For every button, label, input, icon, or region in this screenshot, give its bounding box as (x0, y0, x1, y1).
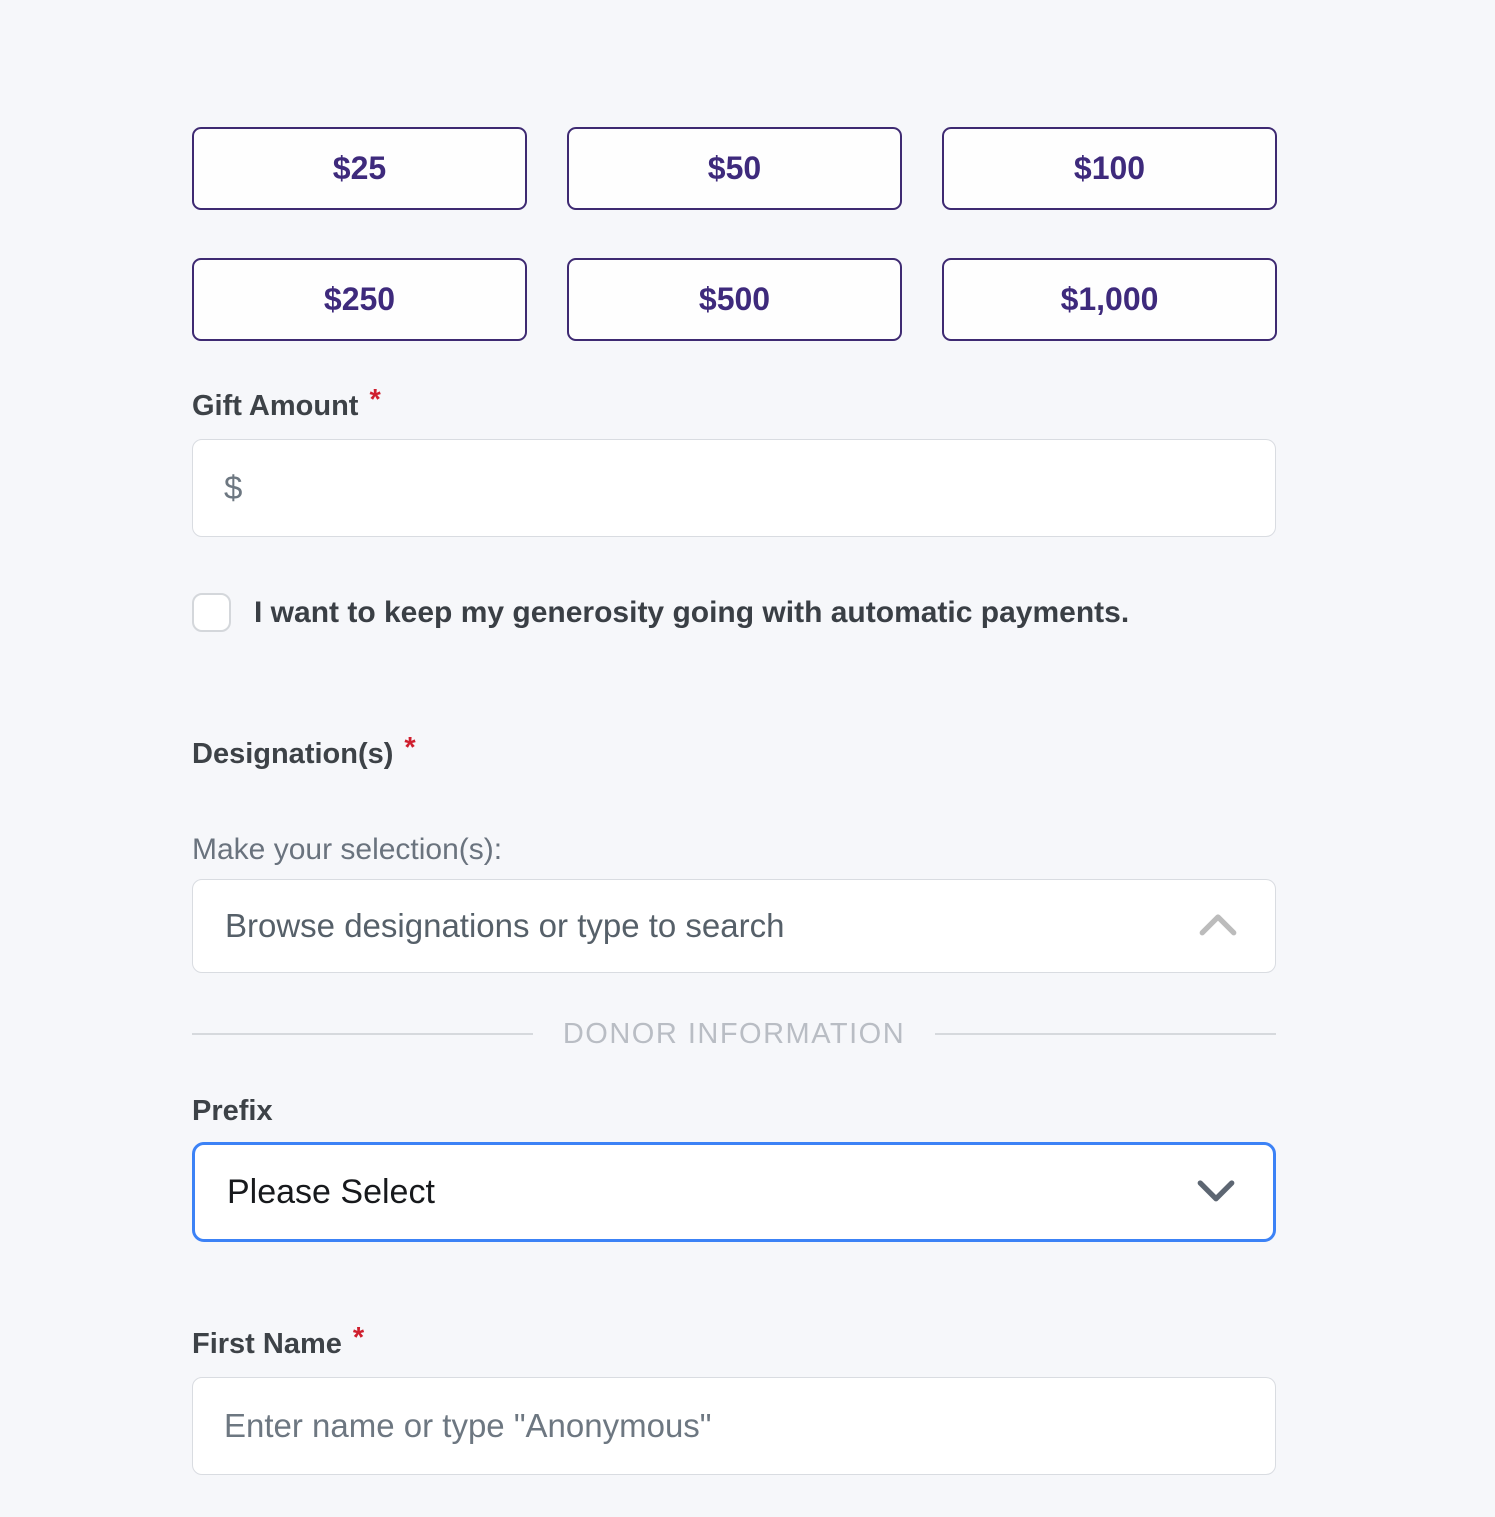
gift-amount-label-row: Gift Amount * (192, 384, 1276, 423)
chevron-up-icon (1197, 909, 1239, 944)
designations-label: Designation(s) (192, 738, 394, 770)
amount-button-25[interactable]: $25 (192, 127, 527, 210)
first-name-input[interactable] (192, 1377, 1276, 1475)
designations-label-row: Designation(s) * (192, 732, 1276, 771)
prefix-select[interactable]: Please Select (192, 1142, 1276, 1242)
amount-button-100[interactable]: $100 (942, 127, 1277, 210)
amount-button-500[interactable]: $500 (567, 258, 902, 341)
divider-line-right (935, 1033, 1276, 1035)
donation-form: $25 $50 $100 $250 $500 $1,000 Gift Amoun… (192, 0, 1277, 1475)
amount-button-grid: $25 $50 $100 $250 $500 $1,000 (192, 127, 1277, 341)
amount-button-50[interactable]: $50 (567, 127, 902, 210)
recurring-payment-checkbox[interactable] (192, 593, 231, 632)
recurring-payment-row: I want to keep my generosity going with … (192, 593, 1276, 632)
amount-button-1000[interactable]: $1,000 (942, 258, 1277, 341)
gift-amount-input[interactable] (192, 439, 1276, 537)
donor-information-divider: DONOR INFORMATION (192, 1017, 1276, 1051)
prefix-select-value: Please Select (227, 1172, 435, 1211)
required-asterisk: * (352, 1322, 365, 1354)
first-name-label: First Name (192, 1328, 342, 1360)
required-asterisk: * (404, 732, 416, 764)
designations-helper-text: Make your selection(s): (192, 833, 503, 866)
designations-dropdown-placeholder: Browse designations or type to search (225, 907, 785, 944)
designations-dropdown[interactable]: Browse designations or type to search (192, 879, 1276, 973)
prefix-label: Prefix (192, 1095, 273, 1127)
gift-amount-label: Gift Amount (192, 390, 359, 422)
divider-line-left (192, 1033, 533, 1035)
recurring-payment-label: I want to keep my generosity going with … (254, 595, 1130, 629)
amount-button-250[interactable]: $250 (192, 258, 527, 341)
first-name-label-row: First Name * (192, 1322, 1276, 1361)
required-asterisk: * (369, 384, 381, 416)
divider-title: DONOR INFORMATION (562, 1017, 906, 1050)
chevron-down-icon (1195, 1175, 1237, 1210)
